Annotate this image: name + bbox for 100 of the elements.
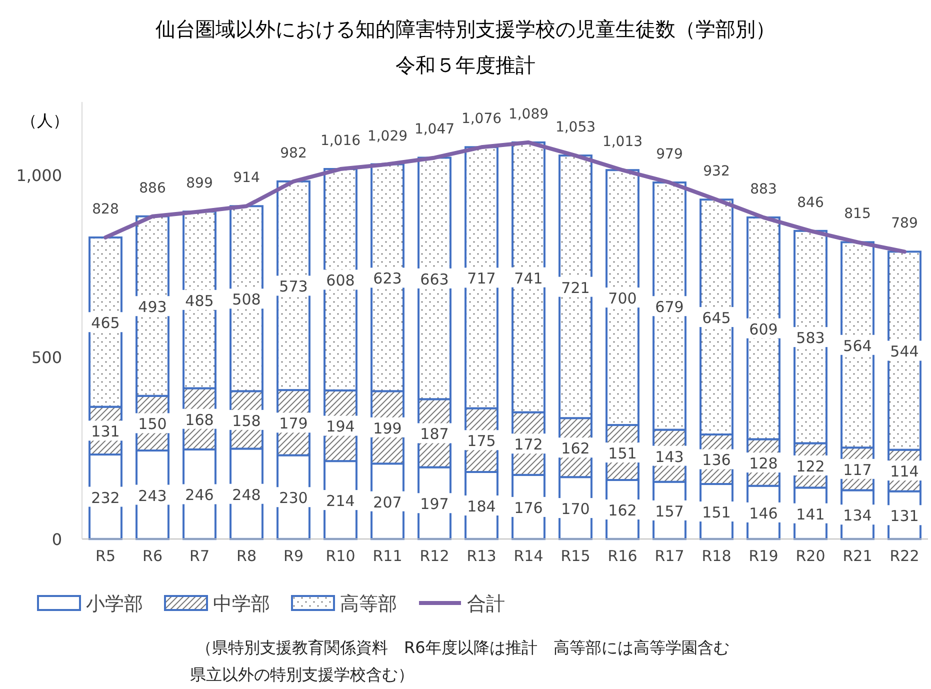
data-label: 175 (467, 432, 496, 450)
data-label: 1,013 (602, 134, 643, 150)
x-tick-label: R18 (702, 547, 732, 565)
x-tick-label: R17 (654, 547, 684, 565)
x-tick-label: R20 (796, 547, 826, 565)
data-label: 248 (232, 486, 261, 504)
data-label: 1,016 (320, 133, 361, 150)
data-label: 134 (843, 506, 872, 525)
data-label: 465 (91, 314, 120, 332)
x-tick-label: R8 (236, 547, 256, 565)
data-label: 184 (467, 497, 496, 516)
data-label: 194 (326, 418, 355, 436)
data-label: 141 (796, 505, 825, 524)
data-label: 197 (420, 495, 449, 514)
x-tick-label: R10 (326, 547, 356, 565)
x-tick-label: R11 (372, 547, 402, 565)
data-label: 564 (843, 336, 872, 355)
legend-label: 中学部 (213, 593, 270, 615)
data-label: 828 (92, 201, 119, 218)
x-tick-label: R22 (890, 547, 920, 565)
x-tick-label: R7 (190, 547, 210, 565)
y-tick-label: 0 (52, 530, 62, 549)
data-label: 609 (749, 320, 778, 338)
data-label: 214 (326, 492, 355, 510)
chart-title: 仙台圏域以外における知的障害特別支援学校の児童生徒数（学部別） (156, 17, 776, 41)
data-label: 146 (749, 504, 778, 522)
x-tick-label: R13 (466, 547, 496, 565)
data-label: 150 (138, 415, 167, 434)
data-label: 741 (514, 269, 543, 288)
data-label: 157 (655, 502, 684, 520)
data-label: 232 (91, 488, 120, 507)
data-label: 679 (655, 298, 684, 316)
data-label: 623 (373, 270, 402, 288)
x-tick-label: R16 (608, 547, 638, 565)
x-tick-label: R5 (96, 547, 116, 565)
data-label: 114 (890, 462, 919, 481)
data-label: 608 (326, 272, 355, 290)
data-label: 883 (750, 181, 777, 198)
data-label: 131 (890, 507, 919, 526)
data-label: 207 (373, 493, 402, 512)
data-label: 979 (656, 146, 683, 162)
data-label: 583 (796, 329, 825, 348)
data-label: 544 (890, 342, 919, 361)
data-label: 176 (514, 498, 543, 517)
data-label: 1,089 (508, 106, 549, 122)
data-label: 131 (91, 422, 120, 441)
data-label: 846 (797, 194, 824, 211)
x-tick-label: R12 (420, 547, 450, 565)
x-tick-label: R21 (842, 547, 872, 565)
data-label: 151 (702, 504, 731, 522)
data-label: 170 (561, 500, 590, 518)
data-label: 663 (420, 270, 449, 288)
x-tick-label: R19 (748, 547, 778, 565)
data-label: 143 (655, 448, 684, 466)
data-label: 717 (467, 270, 496, 288)
data-label: 1,053 (555, 120, 596, 136)
data-label: 187 (420, 425, 449, 444)
data-label: 158 (232, 412, 261, 430)
data-label: 485 (185, 292, 214, 310)
x-tick-label: R6 (142, 547, 162, 565)
data-label: 246 (185, 486, 214, 504)
data-label: 789 (891, 216, 918, 232)
data-label: 1,029 (367, 128, 408, 144)
data-label: 136 (702, 451, 731, 470)
data-label: 179 (279, 414, 308, 433)
data-label: 815 (844, 206, 871, 222)
data-label: 243 (138, 486, 167, 505)
data-label: 700 (608, 290, 637, 308)
data-label: 199 (373, 419, 402, 438)
data-label: 162 (561, 440, 590, 458)
data-label: 493 (138, 298, 167, 316)
y-tick-label: 1,000 (16, 166, 62, 185)
legend-label: 合計 (467, 593, 505, 615)
chart-subtitle: 令和５年度推計 (396, 53, 536, 77)
data-label: 886 (139, 180, 166, 196)
x-tick-label: R15 (560, 547, 590, 565)
data-label: 508 (232, 290, 261, 309)
legend-label: 高等部 (340, 593, 397, 615)
data-label: 914 (233, 170, 260, 186)
legend-label: 小学部 (86, 593, 143, 615)
data-label: 982 (280, 145, 307, 162)
data-label: 162 (608, 502, 637, 520)
data-label: 122 (796, 457, 825, 476)
data-label: 117 (843, 460, 872, 479)
data-label: 230 (279, 489, 308, 508)
data-label: 721 (561, 278, 590, 297)
text: 県立以外の特別支援学校含む） (190, 665, 414, 684)
data-label: 151 (608, 444, 637, 463)
data-label: 168 (185, 410, 214, 429)
data-label: 573 (279, 278, 308, 296)
data-label: 128 (749, 454, 778, 473)
data-label: 1,047 (414, 122, 455, 138)
data-label: 899 (186, 176, 213, 192)
data-label: 172 (514, 436, 543, 454)
data-label: 932 (703, 164, 730, 180)
text: （県特別支援教育関係資料 R6年度以降は推計 高等部には高等学園含む (196, 638, 730, 657)
y-axis-title: （人） (21, 111, 69, 130)
data-label: 1,076 (461, 111, 502, 128)
data-label: 645 (702, 309, 731, 328)
y-tick-label: 500 (31, 348, 62, 367)
